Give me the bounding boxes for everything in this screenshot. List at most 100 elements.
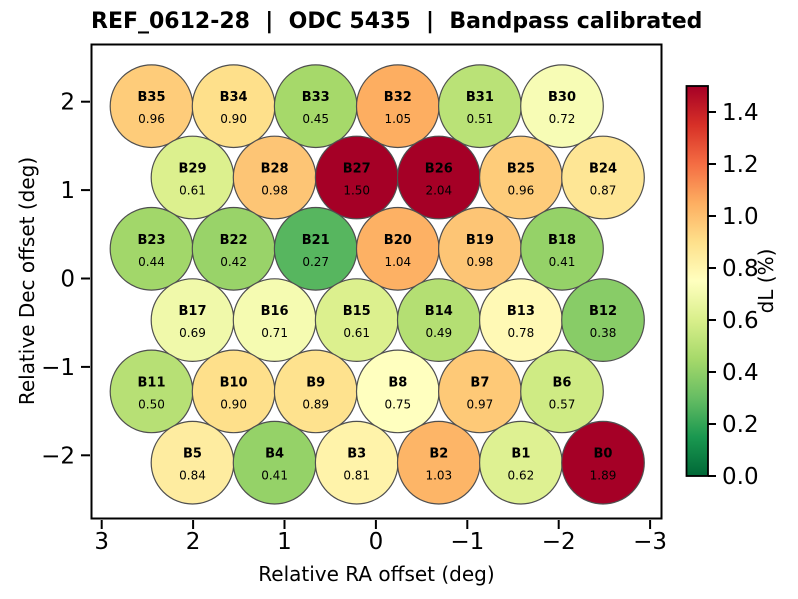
x-tick-label: 2 [186, 529, 201, 555]
beam-value: 0.69 [179, 326, 206, 340]
beam-circle [561, 135, 645, 220]
beam-circle [150, 278, 235, 363]
beam: B19 0.98 [438, 206, 522, 291]
beam-circle [232, 420, 317, 505]
beam-circle [109, 349, 194, 434]
beam-value: 0.61 [179, 184, 206, 198]
beam: B12 0.38 [561, 278, 645, 363]
beam-value: 0.84 [179, 469, 206, 483]
beam: B29 0.61 [150, 135, 235, 220]
colorbar-tick-label: 0.8 [722, 256, 759, 282]
beam: B14 0.49 [396, 278, 481, 363]
beam-name: B24 [589, 162, 617, 177]
beam-value: 0.51 [467, 112, 494, 126]
beam: B10 0.90 [191, 349, 276, 434]
colorbar-tick-label: 0.6 [722, 308, 759, 334]
beam-value: 0.98 [261, 184, 288, 198]
beam-name: B21 [302, 233, 330, 248]
y-tick-label: 1 [60, 178, 75, 204]
x-axis-ticks: 3 2 1 0 −1 −2 −3 [94, 520, 667, 555]
beam-circle [109, 206, 194, 291]
axes-frame [90, 43, 663, 520]
beam-value: 0.87 [590, 184, 617, 198]
beam-value: 1.89 [590, 469, 617, 483]
beam-value: 0.96 [508, 184, 535, 198]
beam: B32 1.05 [355, 64, 440, 149]
plot-title: REF_0612-28 | ODC 5435 | Bandpass calibr… [91, 9, 703, 34]
x-tick-label: 1 [277, 529, 292, 555]
beam-name: B29 [179, 162, 207, 177]
beam-value: 0.49 [425, 326, 452, 340]
x-axis-label: Relative RA offset (deg) [258, 562, 495, 586]
beam-name: B7 [470, 375, 489, 390]
beam-circle [520, 64, 604, 149]
beam-name: B17 [179, 304, 207, 319]
beam-value: 0.81 [343, 469, 370, 483]
x-tick-label: 3 [94, 529, 109, 555]
beam-name: B30 [548, 90, 576, 105]
beam-value: 0.75 [384, 397, 411, 411]
beam-name: B13 [507, 304, 535, 319]
beam-value: 0.96 [138, 112, 165, 126]
beam: B15 0.61 [314, 278, 399, 363]
beam-name: B35 [138, 90, 166, 105]
beam-value: 0.38 [590, 326, 617, 340]
beam-circle [561, 420, 645, 505]
beam-value: 0.98 [467, 255, 494, 269]
beam-value: 2.04 [425, 184, 452, 198]
beam-value: 0.72 [549, 112, 576, 126]
colorbar-tick-label: 0.0 [722, 464, 759, 490]
colorbar-ticks: 0.0 0.2 0.4 0.6 0.8 1.0 1.2 1.4 [708, 100, 759, 490]
x-tick-label: 0 [369, 529, 384, 555]
beam-value: 1.05 [384, 112, 411, 126]
y-tick-label: −1 [41, 355, 75, 381]
beam-name: B26 [425, 162, 453, 177]
beam: B25 0.96 [479, 135, 563, 220]
beam: B30 0.72 [520, 64, 604, 149]
beam-value: 0.42 [220, 255, 247, 269]
y-tick-label: −2 [41, 443, 75, 469]
beam-value: 1.50 [343, 184, 370, 198]
beam-value: 0.90 [220, 112, 247, 126]
beam: B17 0.69 [150, 278, 235, 363]
x-tick-label: −3 [633, 529, 667, 555]
beam: B28 0.98 [232, 135, 317, 220]
beam-circle [479, 420, 563, 505]
beam: B9 0.89 [273, 349, 358, 434]
beam-name: B1 [511, 447, 530, 462]
beam-name: B0 [594, 447, 613, 462]
beam-name: B27 [343, 162, 371, 177]
y-axis-ticks: 2 1 0 −1 −2 [41, 90, 90, 469]
beam-value: 0.89 [302, 397, 329, 411]
beam: B21 0.27 [273, 206, 358, 291]
beam-circle [314, 135, 399, 220]
beam: B1 0.62 [479, 420, 563, 505]
beam-name: B14 [425, 304, 453, 319]
y-tick-label: 2 [60, 90, 75, 116]
beam-name: B8 [388, 375, 407, 390]
beam-circle [396, 135, 481, 220]
beam: B3 0.81 [314, 420, 399, 505]
y-axis-label: Relative Dec offset (deg) [15, 156, 39, 406]
beam-name: B6 [553, 375, 572, 390]
beam: B16 0.71 [232, 278, 317, 363]
beam: B27 1.50 [314, 135, 399, 220]
beam-value: 0.41 [549, 255, 576, 269]
colorbar-label: dL (%) [754, 248, 778, 314]
beam-circle [150, 135, 235, 220]
beam-name: B32 [384, 90, 412, 105]
beam-circle [520, 349, 604, 434]
beam-circle [314, 278, 399, 363]
beam: B7 0.97 [438, 349, 522, 434]
beam-value: 0.61 [343, 326, 370, 340]
beam-value: 0.97 [467, 397, 494, 411]
beam-circle [479, 278, 563, 363]
beam: B33 0.45 [273, 64, 358, 149]
beam-name: B2 [429, 447, 448, 462]
beam-circle [150, 420, 235, 505]
beam-value: 0.41 [261, 469, 288, 483]
beam: B35 0.96 [109, 64, 194, 149]
beam-circle [355, 349, 440, 434]
beam: B23 0.44 [109, 206, 194, 291]
